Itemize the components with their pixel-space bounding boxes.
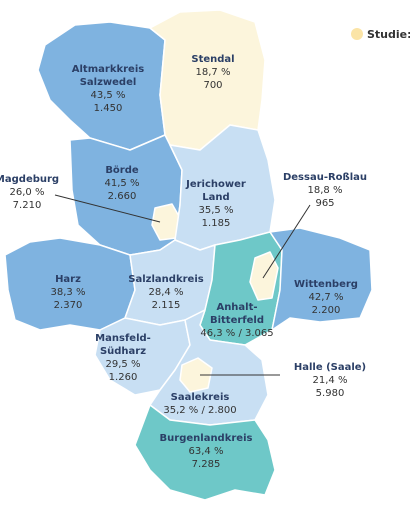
region-name: Burgenlandkreis (160, 433, 253, 444)
region-name: Land (202, 192, 229, 203)
region-burgenlandkreis (134, 404, 276, 501)
region-name: Anhalt- (216, 302, 257, 313)
region-value: 42,7 % (309, 292, 344, 303)
region-name: Magdeburg (0, 174, 59, 185)
region-value: 7.285 (192, 459, 221, 470)
callout-line (262, 204, 311, 279)
region-value: 2.115 (152, 300, 181, 311)
region-name: Bitterfeld (210, 315, 264, 326)
region-name: Jerichower (185, 179, 246, 190)
region-name: Altmarkkreis (72, 64, 144, 75)
region-value: 700 (203, 80, 222, 91)
region-value: 38,3 % (51, 287, 86, 298)
region-name: Saalekreis (171, 392, 230, 403)
region-wittenberg (269, 227, 373, 331)
region-name: Halle (Saale) (294, 362, 366, 373)
region-value: 7.210 (13, 200, 42, 211)
callout-line (54, 194, 161, 223)
region-value: 965 (315, 198, 334, 209)
region-name: Stendal (191, 54, 234, 65)
region-value: 35,5 % (199, 205, 234, 216)
region-value: 43,5 % (91, 90, 126, 101)
region-value: 29,5 % (106, 359, 141, 370)
region-halle (179, 357, 213, 393)
region-value: 35,2 % / 2.800 (163, 405, 236, 416)
region-value: 2.660 (108, 191, 137, 202)
region-value: 1.260 (109, 372, 138, 383)
region-name: Mansfeld- (95, 333, 151, 344)
legend-label: Studie: S (367, 28, 410, 41)
region-value: 18,8 % (308, 185, 343, 196)
region-value: 1.450 (94, 103, 123, 114)
region-name: Wittenberg (294, 279, 358, 290)
region-value: 28,4 % (149, 287, 184, 298)
region-value: 21,4 % (313, 375, 348, 386)
region-value: 2.370 (54, 300, 83, 311)
legend-swatch (351, 28, 363, 40)
region-value: 18,7 % (196, 67, 231, 78)
region-value: 41,5 % (105, 178, 140, 189)
region-value: 2.200 (312, 305, 341, 316)
region-name: Börde (105, 165, 139, 176)
region-name: Südharz (100, 346, 146, 357)
regions (4, 9, 373, 501)
region-value: 26,0 % (10, 187, 45, 198)
region-name: Harz (55, 274, 81, 285)
callouts (54, 194, 311, 376)
region-value: 1.185 (202, 218, 231, 229)
region-value: 46,3 % / 3.065 (200, 328, 273, 339)
region-name: Salzlandkreis (128, 274, 203, 285)
region-name: Salzwedel (80, 77, 137, 88)
region-value: 63,4 % (189, 446, 224, 457)
region-value: 5.980 (316, 388, 345, 399)
region-name: Dessau-Roßlau (283, 172, 367, 183)
labels: Altmarkkreis Salzwedel 43,5 % 1.450 Stendal 1… (0, 54, 367, 470)
